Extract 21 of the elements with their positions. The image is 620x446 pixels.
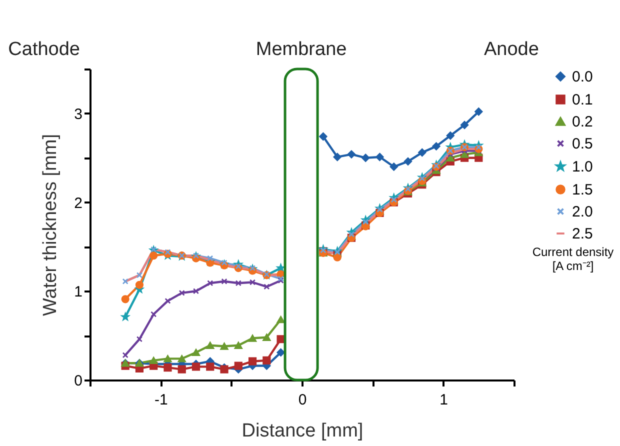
y-axis-title: Water thickness [mm] xyxy=(40,134,62,316)
legend-label: 0.0 xyxy=(572,68,593,86)
x-tick-label: 0 xyxy=(298,392,307,408)
legend-label: 1.0 xyxy=(572,158,593,176)
legend-title: Current density [A cm⁻²] xyxy=(532,245,614,273)
legend-label: 0.2 xyxy=(572,114,593,130)
y-tick-label: 1 xyxy=(74,284,82,301)
y-tick-label: 0 xyxy=(74,372,82,390)
x-tick-label: -1 xyxy=(154,392,168,408)
band-label: Membrane xyxy=(256,39,347,60)
text: Anode xyxy=(484,39,539,60)
x-axis-title: Distance [mm] xyxy=(242,420,364,442)
legend-label: 1.5 xyxy=(572,182,593,198)
legend-label: 2.5 xyxy=(572,226,593,242)
legend-label: 2.0 xyxy=(572,204,593,220)
y-tick-label: 3 xyxy=(74,106,82,123)
text: Cathode xyxy=(8,39,80,60)
legend-label: 0.1 xyxy=(572,92,593,108)
y-tick-label: 2 xyxy=(74,194,82,212)
x-tick-label: 1 xyxy=(440,392,448,408)
legend-label: 0.5 xyxy=(572,136,593,152)
